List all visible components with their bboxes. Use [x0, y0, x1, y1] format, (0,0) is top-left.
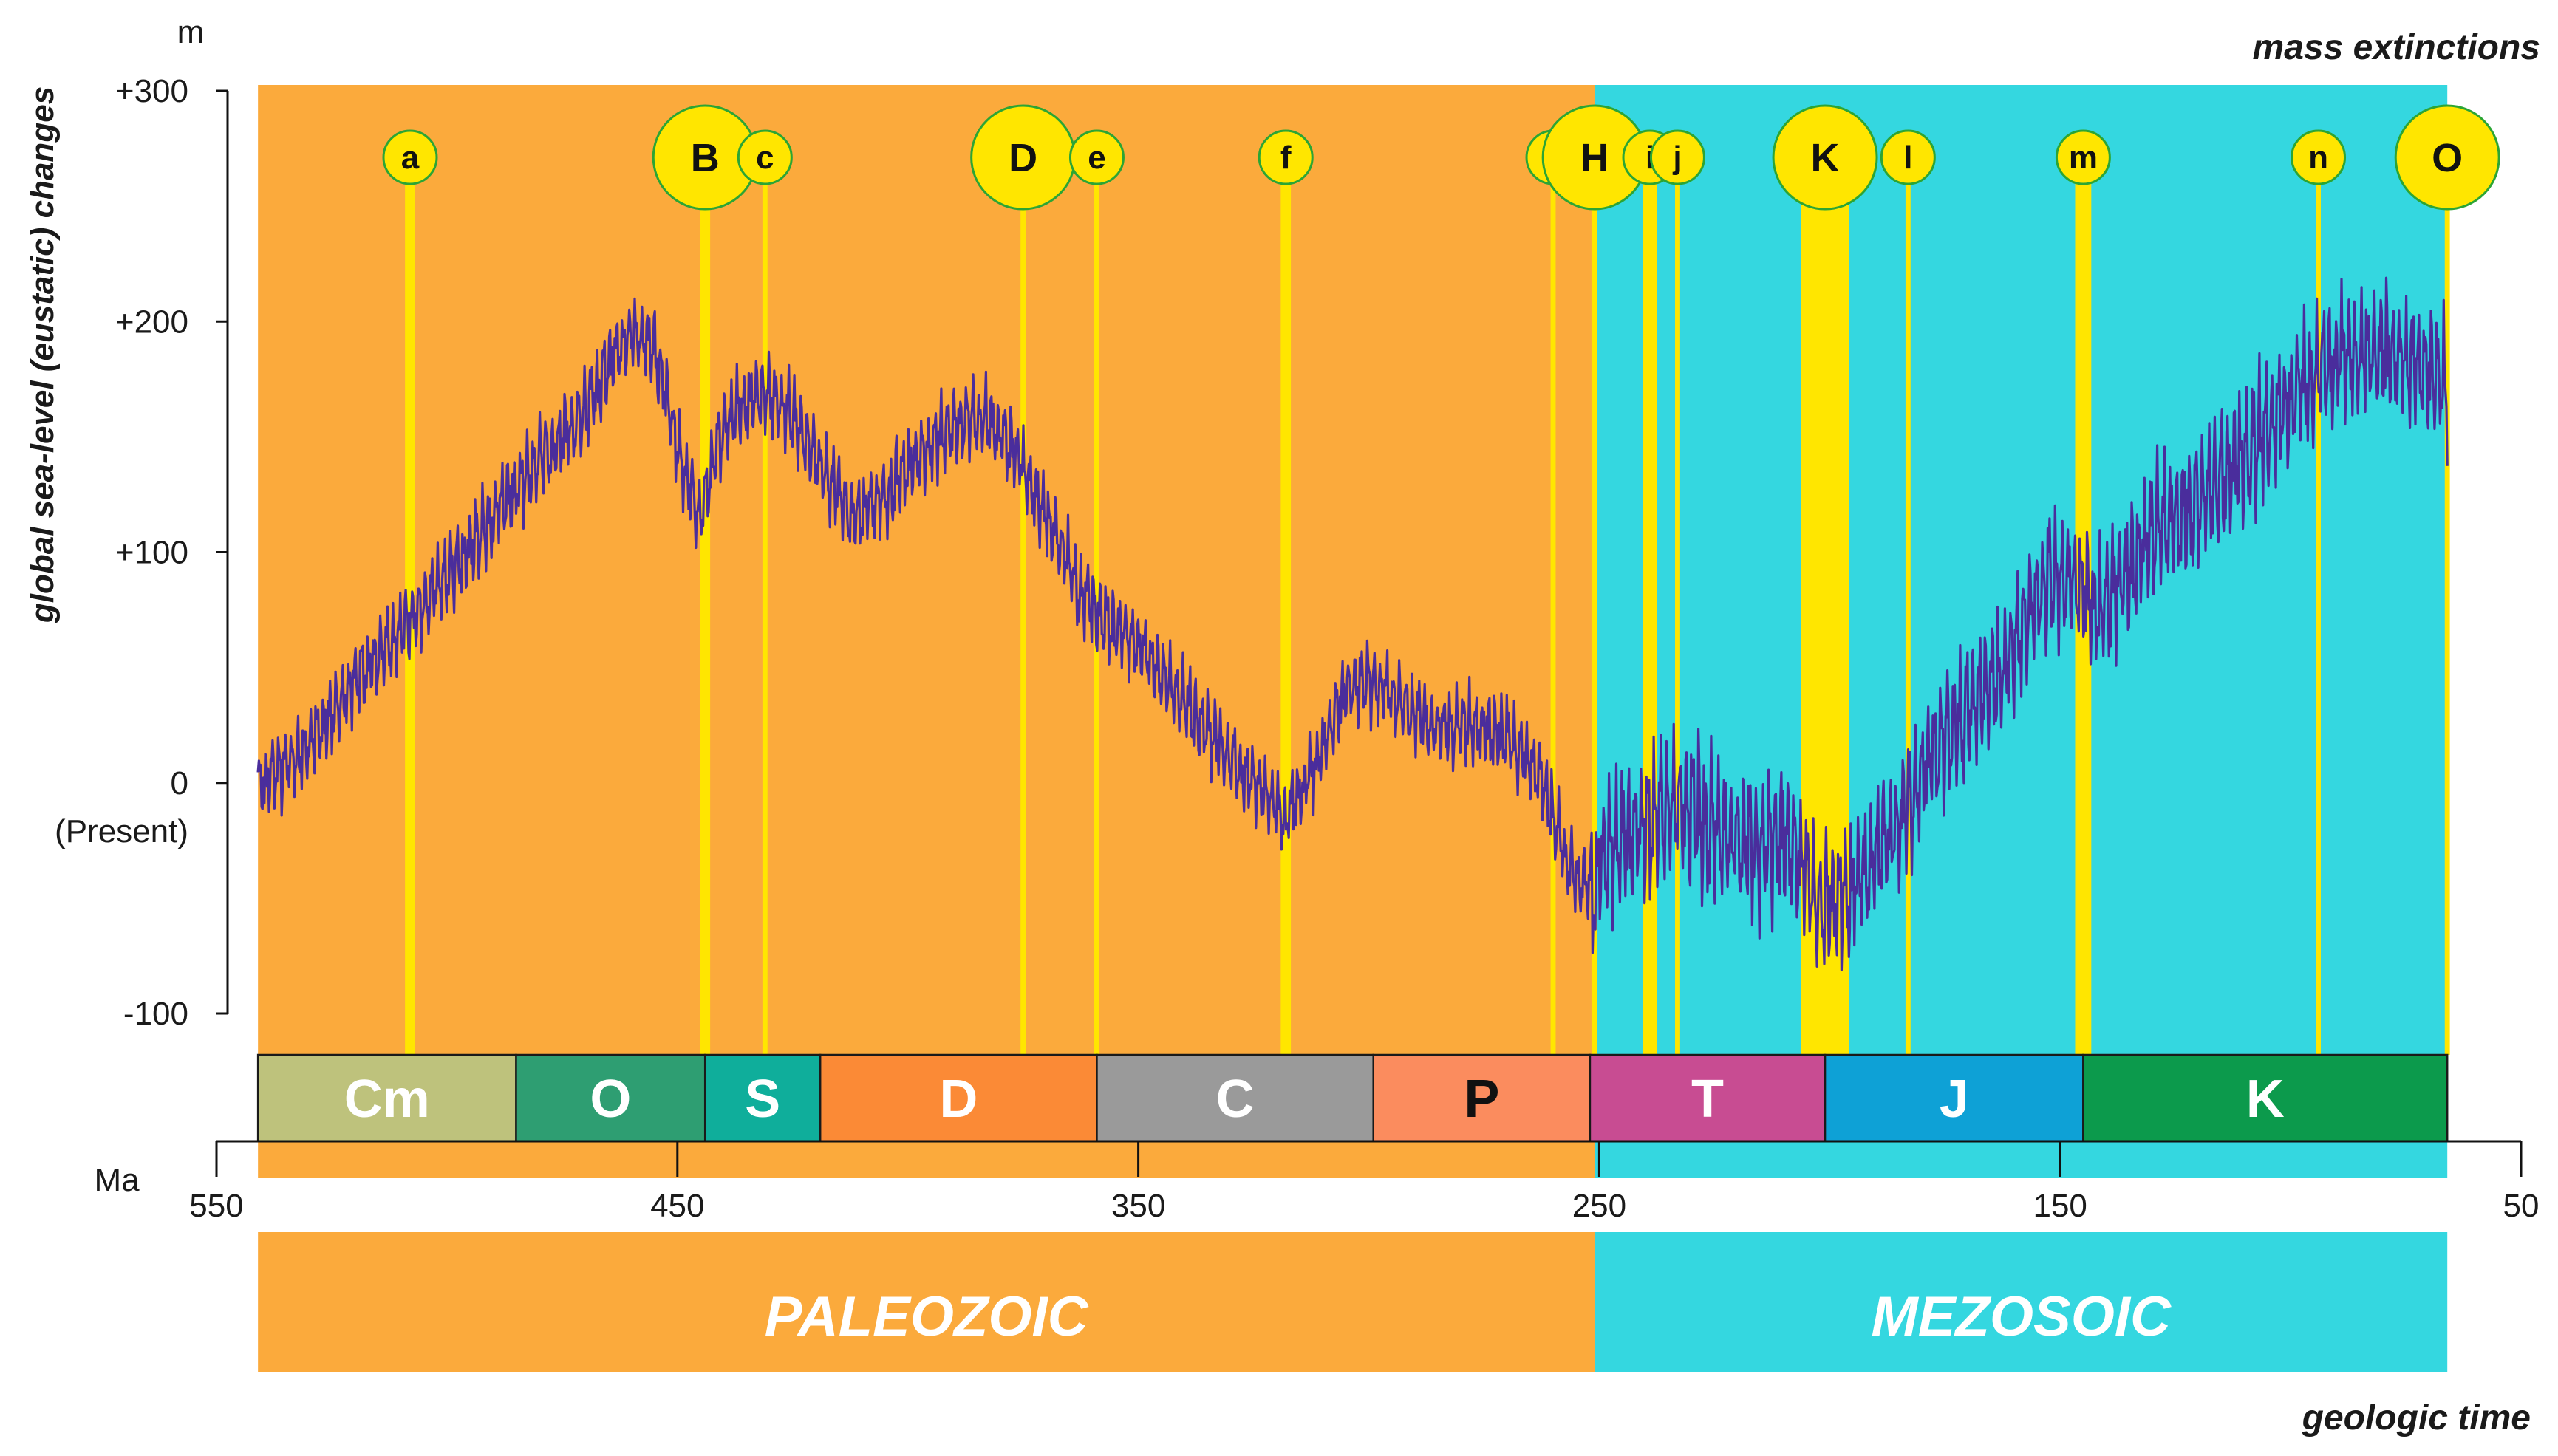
extinction-circle-O: [2394, 104, 2500, 211]
extinction-markers: aBcDefgHijKlmnO: [382, 104, 2500, 211]
era-backgrounds: [258, 85, 2448, 1178]
period-bars: Cm O S D C P T J K: [256, 1053, 2449, 1143]
extinction-label-H: H: [1580, 136, 1609, 180]
y-tick-label--100: +100: [115, 535, 188, 571]
period-label-o: O: [590, 1070, 631, 1129]
extinction-bar-O: [2444, 140, 2450, 1055]
period-label-p: P: [1464, 1070, 1499, 1129]
extinction-label-D: D: [1009, 136, 1037, 180]
y-tick-label--200: +200: [115, 304, 188, 340]
period-label-t: T: [1691, 1070, 1724, 1129]
x-tick-label-250: 250: [1572, 1188, 1626, 1224]
extinction-circle-f: [1258, 129, 1314, 185]
y-axis-title: global sea-level (eustatic) changes: [24, 86, 61, 623]
extinction-label-m: m: [2069, 140, 2098, 176]
extinction-circle-a: [382, 129, 438, 185]
period-bar-s: [703, 1053, 822, 1143]
era-label-paleozoic: PALEOZOIC: [765, 1285, 1089, 1348]
extinction-label-K: K: [1811, 136, 1840, 180]
x-axis-title: geologic time: [2302, 1398, 2531, 1438]
extinction-label-j: j: [1672, 140, 1682, 176]
y-tick-label--100: -100: [123, 996, 188, 1032]
period-bar-cm: [256, 1053, 517, 1143]
era-band-mezosoic: [1595, 1232, 2448, 1372]
extinction-bar-c: [762, 140, 768, 1055]
extinction-label-l: l: [1903, 140, 1912, 176]
period-label-d: D: [939, 1070, 978, 1129]
y-unit-label: m: [177, 14, 205, 50]
extinction-circle-n: [2291, 129, 2347, 185]
era-bands: PALEOZOIC MEZOSOIC: [258, 1232, 2448, 1372]
extinction-bar-i: [1643, 140, 1657, 1055]
x-tick-label-550: 550: [189, 1188, 243, 1224]
period-bar-k: [2082, 1053, 2449, 1143]
extinction-bar-f: [1280, 140, 1292, 1055]
extinction-label-O: O: [2432, 136, 2463, 180]
era-band-paleozoic: [258, 1232, 1595, 1372]
period-bar-j: [1824, 1053, 2084, 1143]
extinction-bar-H: [1592, 140, 1597, 1055]
extinction-bar-g: [1550, 140, 1556, 1055]
y-tick-label--300: +300: [115, 73, 188, 109]
period-label-cm: Cm: [344, 1070, 430, 1129]
x-tick-label-50: 50: [2503, 1188, 2540, 1224]
x-tick-label-350: 350: [1111, 1188, 1165, 1224]
y-tick-label-0: 0: [171, 765, 188, 802]
period-label-c: C: [1216, 1070, 1255, 1129]
extinction-label-a: a: [401, 140, 420, 176]
mass-extinctions-label: mass extinctions: [2253, 28, 2540, 67]
extinction-bar-a: [405, 140, 415, 1055]
extinction-bar-j: [1675, 140, 1680, 1055]
x-tick-label-150: 150: [2033, 1188, 2087, 1224]
extinction-circle-j: [1649, 129, 1705, 185]
x-tick-label-450: 450: [650, 1188, 704, 1224]
sea-level-line-0: [256, 276, 2449, 971]
zero-note: (Present): [55, 813, 188, 850]
x-unit-label: Ma: [94, 1162, 140, 1198]
extinction-label-f: f: [1280, 140, 1292, 176]
era-label-mezosoic: MEZOSOIC: [1871, 1285, 2171, 1348]
era-background-paleozoic: [258, 85, 1595, 1178]
extinction-bar-l: [1905, 140, 1911, 1055]
extinction-label-c: c: [756, 140, 774, 176]
extinction-circle-l: [1880, 129, 1936, 185]
extinction-label-e: e: [1088, 140, 1105, 176]
extinction-circle-K: [1772, 104, 1878, 211]
extinction-circle-m: [2055, 129, 2111, 185]
axes: +300 +200 +100 0 -100 550 450 350 250 150 50: [115, 73, 2540, 1224]
period-label-k: K: [2246, 1070, 2285, 1129]
extinction-circle-c: [737, 129, 793, 185]
extinction-bar-n: [2316, 140, 2321, 1055]
period-bar-c: [1096, 1053, 1374, 1143]
period-bar-p: [1372, 1053, 1592, 1143]
extinction-circle-e: [1068, 129, 1125, 185]
extinction-bar-B: [700, 140, 711, 1055]
series-layer: [256, 276, 2449, 971]
period-label-s: S: [745, 1070, 780, 1129]
extinction-label-n: n: [2308, 140, 2328, 176]
extinction-bar-D: [1020, 140, 1026, 1055]
extinction-bar-e: [1094, 140, 1099, 1055]
period-label-j: J: [1940, 1070, 1969, 1129]
extinction-label-B: B: [691, 136, 720, 180]
